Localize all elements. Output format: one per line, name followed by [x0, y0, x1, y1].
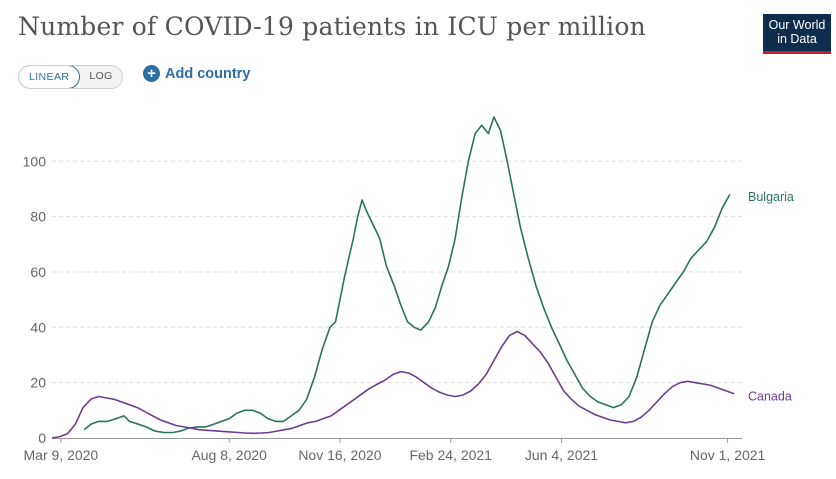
logo-line-1: Our World [768, 18, 826, 32]
x-axis: Mar 9, 2020 Aug 8, 2020 Nov 16, 2020 Feb 24… [24, 438, 766, 463]
y-axis: 0 20 40 60 80 100 [23, 153, 47, 446]
scale-toggle: LINEAR LOG [18, 65, 123, 89]
add-country-label: Add country [165, 65, 251, 82]
y-tick-label: 60 [30, 264, 46, 280]
x-tick-label: Nov 16, 2020 [298, 447, 381, 463]
x-tick-label: Nov 1, 2021 [690, 447, 766, 463]
grid [52, 160, 742, 384]
x-tick-label: Feb 24, 2021 [409, 447, 492, 463]
add-country-button[interactable]: + Add country [143, 65, 250, 82]
owid-logo[interactable]: Our World in Data [763, 14, 831, 54]
chart-title: Number of COVID-19 patients in ICU per m… [18, 12, 646, 41]
logo-line-2: in Data [777, 32, 817, 46]
series: Bulgaria Canada [51, 116, 794, 439]
x-tick-label: Mar 9, 2020 [24, 447, 99, 463]
series-line-canada[interactable] [51, 330, 735, 439]
y-tick-label: 80 [30, 209, 46, 225]
series-label-canada: Canada [748, 389, 792, 403]
y-tick-label: 100 [23, 153, 47, 169]
log-scale-button[interactable]: LOG [80, 66, 122, 88]
linear-scale-button[interactable]: LINEAR [18, 66, 81, 88]
plus-circle-icon: + [143, 65, 160, 82]
y-tick-label: 20 [30, 375, 46, 391]
y-tick-label: 40 [30, 319, 46, 335]
y-tick-label: 0 [38, 430, 46, 446]
series-label-bulgaria: Bulgaria [748, 190, 794, 204]
x-tick-label: Aug 8, 2020 [191, 447, 267, 463]
x-tick-label: Jun 4, 2021 [525, 447, 598, 463]
series-line-bulgaria[interactable] [83, 116, 731, 434]
